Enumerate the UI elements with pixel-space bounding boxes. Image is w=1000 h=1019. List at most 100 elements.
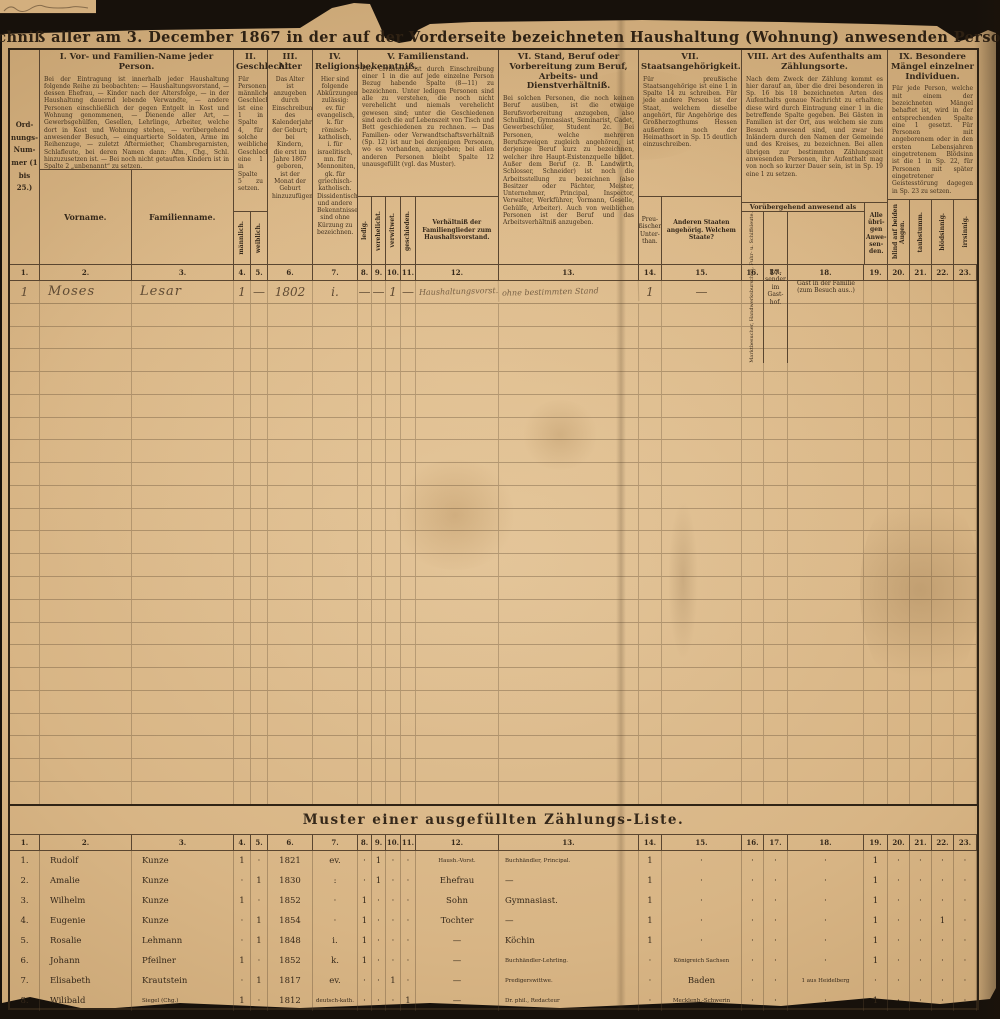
cell: 1854 xyxy=(268,911,313,931)
cell xyxy=(910,417,932,440)
cell xyxy=(764,372,788,394)
cell xyxy=(40,599,132,622)
cell: · xyxy=(788,891,864,911)
cell: Rudolf xyxy=(40,851,132,871)
cell xyxy=(639,508,662,531)
cell xyxy=(639,759,662,781)
cell xyxy=(251,463,268,485)
cell: 10. xyxy=(386,265,401,280)
cell xyxy=(416,781,499,804)
cell: · xyxy=(386,851,401,871)
column-group-7-subcolumns: Preu- ßischer Unter- than. Anderen Staat… xyxy=(639,196,741,264)
cell xyxy=(386,713,401,736)
cell xyxy=(251,508,268,531)
cell xyxy=(954,645,977,668)
cell xyxy=(788,372,864,394)
cell: Dr. phil., Redacteur xyxy=(499,991,639,1011)
cell xyxy=(888,576,910,599)
subcolumn-weiblich: weiblich. xyxy=(255,222,263,254)
cell xyxy=(764,554,788,576)
cell xyxy=(499,463,639,485)
muster-row: 7. Elisabeth Krautstein · 1 1817 ev. · · 1 · — Predi… xyxy=(10,971,977,991)
cell: 1 xyxy=(358,891,372,911)
cell xyxy=(251,576,268,599)
cell: 1848 xyxy=(268,931,313,951)
cell xyxy=(386,622,401,645)
cell xyxy=(742,759,764,781)
cell: 1 xyxy=(386,971,401,991)
cell xyxy=(251,599,268,622)
entry-vorname: Moses xyxy=(40,281,132,303)
cell xyxy=(499,736,639,759)
cell xyxy=(268,645,313,668)
cell xyxy=(764,759,788,781)
cell xyxy=(268,599,313,622)
cell xyxy=(954,531,977,554)
cell xyxy=(268,713,313,736)
column-group-7-staatsangehoerigkeit: VII. Staatsangehörigkeit. Für preußische… xyxy=(639,50,742,264)
cell xyxy=(401,303,416,326)
cell: · xyxy=(788,851,864,871)
cell: 1 xyxy=(234,891,251,911)
cell xyxy=(358,645,372,668)
cell xyxy=(251,326,268,349)
cell xyxy=(40,303,132,326)
cell xyxy=(888,645,910,668)
cell xyxy=(954,576,977,599)
cell: · xyxy=(888,951,910,971)
entry-sp21 xyxy=(910,281,932,303)
cell xyxy=(386,690,401,713)
cell xyxy=(932,326,954,349)
cell xyxy=(234,463,251,485)
column-group-1-subcolumns: Vorname. Familienname. xyxy=(40,169,233,264)
cell xyxy=(358,736,372,759)
cell xyxy=(864,372,888,394)
cell xyxy=(888,463,910,485)
cell: · xyxy=(358,971,372,991)
entry-sp18 xyxy=(788,281,864,303)
cell: 15. xyxy=(662,265,742,280)
cell xyxy=(40,417,132,440)
cell xyxy=(764,576,788,599)
cell xyxy=(372,736,386,759)
cell: 1 xyxy=(864,851,888,871)
cell xyxy=(788,440,864,463)
cell xyxy=(372,781,386,804)
cell: Tochter xyxy=(416,911,499,931)
cell xyxy=(234,394,251,417)
cell xyxy=(268,622,313,645)
cell: 1. xyxy=(10,851,40,871)
cell xyxy=(358,394,372,417)
cell xyxy=(386,326,401,349)
cell xyxy=(372,372,386,394)
cell: · xyxy=(386,911,401,931)
empty-row xyxy=(10,576,977,600)
subcolumn-blind: blind auf beiden Augen. xyxy=(891,204,906,260)
cell xyxy=(910,554,932,576)
cell: · xyxy=(888,931,910,951)
subcolumn-anderer-staat: Anderen Staaten angehörig. Welchem Staat… xyxy=(666,219,736,242)
cell: · xyxy=(910,951,932,971)
cell: 23. xyxy=(954,835,977,850)
cell: Amalie xyxy=(40,871,132,891)
cell xyxy=(864,394,888,417)
cell xyxy=(954,349,977,372)
entry-familienname: Lesar xyxy=(132,281,234,303)
cell xyxy=(234,781,251,804)
cell xyxy=(386,645,401,668)
cell xyxy=(888,759,910,781)
cell xyxy=(386,531,401,554)
cell xyxy=(888,622,910,645)
cell xyxy=(888,303,910,326)
cell xyxy=(401,463,416,485)
cell: · xyxy=(742,851,764,871)
cell xyxy=(864,576,888,599)
cell xyxy=(358,531,372,554)
cell: 7. xyxy=(10,971,40,991)
cell xyxy=(10,622,40,645)
muster-row: 5. Rosalie Lehmann · 1 1848 i. 1 · · · — Köchin 1 · · · ·… xyxy=(10,931,977,951)
cell: Kunze xyxy=(132,871,234,891)
column-group-9-maengel: IX. Besondere Mängel einzelner Individue… xyxy=(888,50,977,264)
cell: 1 xyxy=(358,911,372,931)
cell xyxy=(888,736,910,759)
